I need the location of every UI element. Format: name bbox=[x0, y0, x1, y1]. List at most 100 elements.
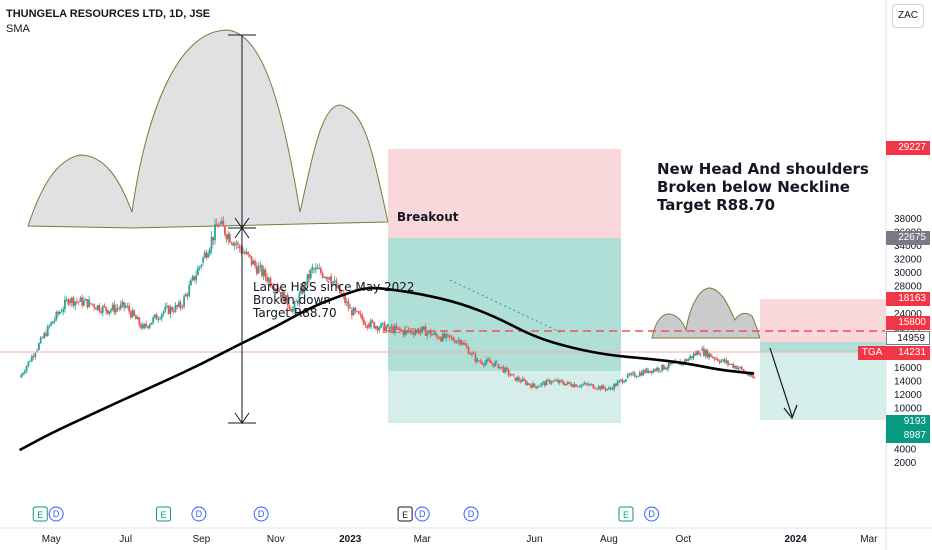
candle-body bbox=[558, 380, 561, 383]
candle-body bbox=[371, 320, 374, 323]
candle-body bbox=[98, 305, 101, 312]
candle-body bbox=[479, 361, 482, 363]
candle-body bbox=[240, 248, 243, 253]
candle-body bbox=[335, 280, 338, 288]
candle-body bbox=[57, 311, 59, 314]
x-tick-label: Aug bbox=[600, 534, 618, 545]
candle-body bbox=[53, 319, 56, 322]
candle-body bbox=[662, 364, 665, 370]
candle-body bbox=[326, 277, 329, 279]
candle-body bbox=[664, 367, 667, 370]
dividend-marker-label: D bbox=[468, 509, 475, 519]
candle-body bbox=[485, 359, 488, 363]
y-tick-label: 10000 bbox=[894, 404, 922, 415]
candle-body bbox=[215, 224, 218, 227]
candle-body bbox=[405, 330, 408, 333]
dividend-marker bbox=[414, 506, 430, 522]
candle-body bbox=[654, 369, 657, 371]
candle-body bbox=[67, 299, 70, 305]
candle-body bbox=[482, 363, 485, 366]
dotted-trend bbox=[449, 279, 561, 333]
candle-body bbox=[555, 380, 558, 382]
candle-body bbox=[124, 305, 127, 308]
x-tick-label: Oct bbox=[676, 534, 692, 545]
earnings-marker bbox=[156, 506, 172, 522]
candle-body bbox=[548, 380, 551, 384]
candle-body bbox=[500, 366, 503, 368]
currency-button[interactable]: ZAC bbox=[892, 4, 924, 28]
candle-body bbox=[249, 254, 251, 257]
candle-body bbox=[696, 351, 698, 355]
candle-body bbox=[472, 352, 475, 354]
candle-body bbox=[119, 304, 122, 309]
candle-body bbox=[20, 374, 23, 378]
candle-body bbox=[235, 243, 238, 245]
candle-body bbox=[361, 314, 364, 320]
candle-body bbox=[84, 299, 87, 301]
candle-body bbox=[101, 306, 104, 313]
candle-body bbox=[286, 295, 289, 306]
candle-body bbox=[356, 311, 358, 312]
y-tick-label: 2000 bbox=[894, 458, 917, 469]
candle-body bbox=[419, 330, 422, 334]
candles-layer bbox=[20, 216, 756, 393]
candle-body bbox=[619, 379, 622, 381]
candle-body bbox=[601, 385, 603, 390]
dividend-marker-label: D bbox=[648, 509, 655, 519]
candle-body bbox=[387, 324, 389, 328]
target-zone-2-ext bbox=[760, 352, 886, 420]
candle-body bbox=[338, 285, 341, 294]
candle-body bbox=[440, 336, 442, 342]
candle-body bbox=[633, 372, 636, 377]
candle-body bbox=[225, 234, 228, 240]
candle-body bbox=[720, 360, 723, 363]
measure-arrow-2 bbox=[234, 227, 250, 239]
candle-body bbox=[293, 301, 296, 310]
candle-body bbox=[58, 312, 61, 314]
candle-body bbox=[155, 314, 158, 320]
candle-body bbox=[257, 266, 260, 274]
candle-body bbox=[657, 367, 660, 371]
candle-body bbox=[502, 366, 505, 373]
candle-body bbox=[230, 242, 233, 244]
target-zone-2 bbox=[760, 342, 886, 352]
measure-arrow-3 bbox=[234, 412, 250, 424]
dividend-marker bbox=[253, 506, 269, 522]
candle-body bbox=[669, 362, 672, 365]
candle-body bbox=[438, 338, 441, 340]
candle-body bbox=[153, 314, 156, 318]
candle-body bbox=[550, 382, 553, 384]
candle-body bbox=[205, 252, 208, 258]
candle-body bbox=[595, 388, 598, 390]
candle-body bbox=[608, 387, 610, 389]
candle-body bbox=[507, 369, 510, 376]
candle-body bbox=[518, 377, 520, 381]
candle-body bbox=[141, 324, 144, 329]
candle-body bbox=[273, 287, 275, 291]
candle-body bbox=[457, 339, 460, 342]
candle-body bbox=[103, 306, 106, 308]
candle-body bbox=[495, 360, 498, 362]
candle-body bbox=[166, 305, 168, 307]
candle-body bbox=[737, 367, 740, 370]
y-tick-label: 16000 bbox=[894, 363, 922, 374]
dividend-marker bbox=[463, 506, 479, 522]
candle-body bbox=[585, 383, 588, 385]
candle-body bbox=[566, 382, 569, 384]
price-tag: 22675 bbox=[886, 231, 930, 245]
candle-body bbox=[644, 370, 646, 373]
earnings-marker-label: E bbox=[623, 510, 629, 520]
candle-body bbox=[55, 311, 58, 320]
candle-body bbox=[169, 307, 172, 314]
candle-body bbox=[32, 356, 35, 357]
hs-annotation: New Head And shoulders Broken below Neck… bbox=[657, 160, 869, 214]
candle-body bbox=[421, 326, 424, 331]
candle-body bbox=[426, 332, 429, 336]
x-tick-label: Nov bbox=[267, 534, 285, 545]
candle-body bbox=[685, 359, 688, 362]
x-tick-label: Sep bbox=[192, 534, 210, 545]
candle-body bbox=[697, 351, 700, 355]
candle-body bbox=[128, 306, 131, 312]
candle-body bbox=[129, 311, 132, 318]
